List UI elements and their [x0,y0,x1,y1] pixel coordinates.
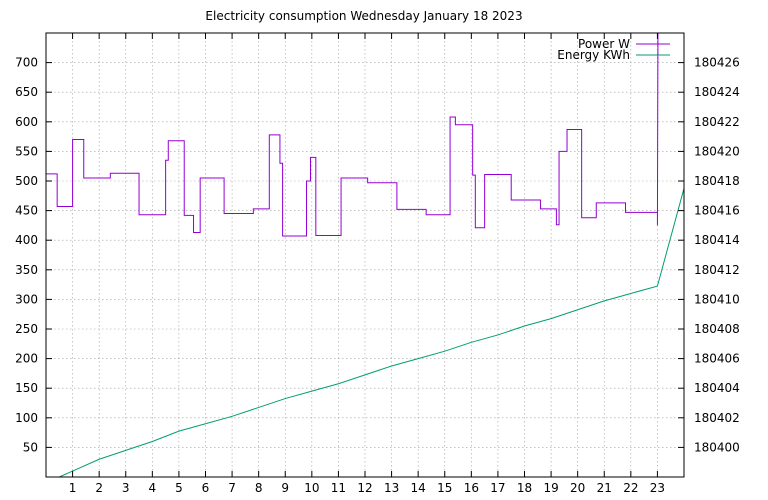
x-tick-label: 2 [95,481,103,495]
x-tick-label: 6 [202,481,210,495]
y-left-tick-label: 650 [15,85,38,99]
energy-series-line [59,188,685,478]
grid [46,33,684,477]
y-left-tick-label: 200 [15,352,38,366]
y-left-tick-label: 700 [15,56,38,70]
series-layer [46,32,685,478]
x-tick-label: 3 [122,481,130,495]
x-tick-label: 7 [228,481,236,495]
x-tick-label: 9 [281,481,289,495]
y-right-tick-label: 180426 [694,56,740,70]
x-tick-label: 4 [149,481,157,495]
legend-label-energy: Energy KWh [557,48,630,62]
chart-title: Electricity consumption Wednesday Januar… [205,9,522,23]
x-tick-label: 15 [437,481,452,495]
legend: Power W Energy KWh [557,37,670,62]
y-right-tick-label: 180406 [694,352,740,366]
y-left-tick-label: 300 [15,292,38,306]
y-right-tick-label: 180424 [694,85,740,99]
y-right-tick-label: 180410 [694,292,740,306]
y-right-tick-label: 180416 [694,204,740,218]
x-tick-label: 18 [517,481,532,495]
x-tick-label: 19 [543,481,558,495]
x-tick-label: 14 [411,481,426,495]
x-tick-label: 1 [69,481,77,495]
y-left-tick-label: 50 [23,440,38,454]
y-left-tick-label: 400 [15,233,38,247]
x-tick-label: 16 [464,481,479,495]
x-tick-label: 23 [650,481,665,495]
y-right-tick-label: 180422 [694,115,740,129]
x-tick-label: 22 [623,481,638,495]
y-left-tick-label: 100 [15,411,38,425]
y-left-tick-label: 600 [15,115,38,129]
y-right-tick-label: 180420 [694,144,740,158]
legend-label-power: Power W [578,37,630,51]
y-left-tick-label: 250 [15,322,38,336]
y-right-tick-label: 180414 [694,233,740,247]
x-tick-label: 12 [357,481,372,495]
y-left-tick-label: 550 [15,144,38,158]
y-right-tick-label: 180402 [694,411,740,425]
y-right-tick-label: 180404 [694,381,740,395]
x-tick-label: 21 [597,481,612,495]
y-right-tick-label: 180400 [694,440,740,454]
y-left-tick-label: 500 [15,174,38,188]
x-tick-label: 20 [570,481,585,495]
y-left-tick-label: 450 [15,204,38,218]
x-tick-label: 10 [304,481,319,495]
y-left-tick-label: 150 [15,381,38,395]
y-right-tick-label: 180418 [694,174,740,188]
tick-layer: 1 2 3 4 5 6 7 8 9 10 11 12 13 14 15 16 17 18 19 20 21 22 23501… [15,33,740,495]
y-right-tick-label: 180408 [694,322,740,336]
x-tick-label: 8 [255,481,263,495]
x-tick-label: 17 [490,481,505,495]
power-series-line [46,32,659,237]
x-tick-label: 13 [384,481,399,495]
x-tick-label: 5 [175,481,183,495]
x-tick-label: 11 [331,481,346,495]
y-left-tick-label: 350 [15,263,38,277]
y-right-tick-label: 180412 [694,263,740,277]
